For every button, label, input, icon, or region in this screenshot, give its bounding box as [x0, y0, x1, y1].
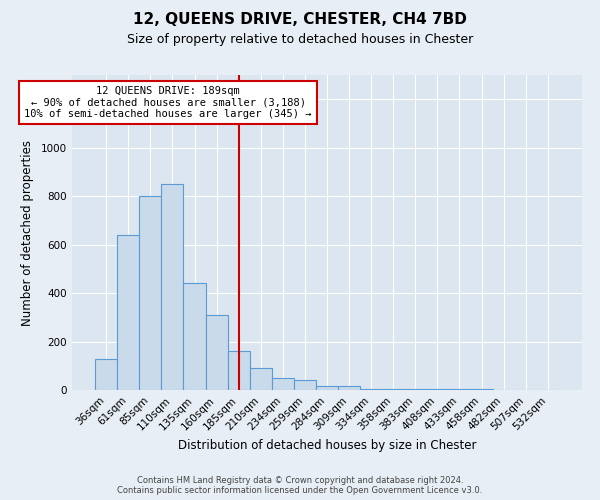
Bar [95, 358, 117, 390]
Bar [294, 380, 316, 390]
Y-axis label: Number of detached properties: Number of detached properties [21, 140, 34, 326]
Bar [206, 315, 227, 390]
Bar [382, 389, 404, 390]
Text: 12, QUEENS DRIVE, CHESTER, CH4 7BD: 12, QUEENS DRIVE, CHESTER, CH4 7BD [133, 12, 467, 28]
Bar [316, 386, 338, 390]
Bar [139, 196, 161, 390]
Bar [227, 351, 250, 390]
Text: Size of property relative to detached houses in Chester: Size of property relative to detached ho… [127, 32, 473, 46]
Bar [360, 389, 382, 390]
X-axis label: Distribution of detached houses by size in Chester: Distribution of detached houses by size … [178, 438, 476, 452]
Bar [272, 378, 294, 390]
Bar [250, 368, 272, 390]
Bar [161, 184, 184, 390]
Bar [338, 386, 360, 390]
Bar [117, 235, 139, 390]
Bar [184, 284, 206, 390]
Text: 12 QUEENS DRIVE: 189sqm
← 90% of detached houses are smaller (3,188)
10% of semi: 12 QUEENS DRIVE: 189sqm ← 90% of detache… [24, 86, 312, 119]
Text: Contains HM Land Registry data © Crown copyright and database right 2024.
Contai: Contains HM Land Registry data © Crown c… [118, 476, 482, 495]
